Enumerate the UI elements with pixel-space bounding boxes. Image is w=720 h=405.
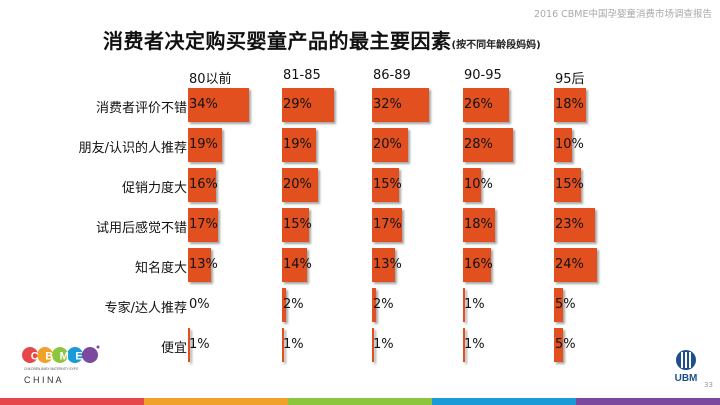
bar	[372, 168, 399, 202]
bar-value-label: 1%	[373, 337, 394, 352]
bar	[188, 168, 217, 202]
band-segment	[576, 398, 720, 405]
bar	[463, 168, 481, 202]
bar-value-label: 10%	[555, 137, 584, 152]
bar-value-label: 20%	[373, 137, 402, 152]
bar-value-label: 26%	[464, 97, 493, 112]
bar-value-label: 18%	[555, 97, 584, 112]
ubm-logo: UBM	[675, 350, 698, 384]
bar-value-label: 1%	[189, 337, 210, 352]
bar-value-label: 19%	[283, 137, 312, 152]
bar	[372, 288, 376, 322]
column-header: 95后	[555, 72, 585, 87]
bar-value-label: 10%	[464, 177, 493, 192]
bar	[372, 88, 429, 122]
bar	[372, 328, 374, 362]
band-segment	[432, 398, 576, 405]
bar	[372, 128, 408, 162]
bar-value-label: 19%	[189, 137, 218, 152]
bar	[282, 288, 286, 322]
row-label: 知名度大	[134, 261, 187, 276]
bar	[282, 88, 334, 122]
column-header: 80以前	[189, 72, 232, 87]
bar	[463, 208, 496, 242]
bar-value-label: 29%	[283, 97, 312, 112]
title-block: 消费者决定购买婴童产品的最主要因素(按不同年龄段妈妈)	[103, 25, 541, 54]
bar	[554, 288, 563, 322]
bar	[372, 248, 396, 282]
bar	[463, 248, 492, 282]
bar	[282, 168, 318, 202]
bar-value-label: 2%	[373, 297, 394, 312]
bar-value-label: 32%	[373, 97, 402, 112]
row-label: 朋友/认识的人推荐	[78, 141, 187, 156]
bar-value-label: 17%	[373, 217, 402, 232]
bar-value-label: 28%	[464, 137, 493, 152]
band-segment	[144, 398, 288, 405]
page-number: 33	[704, 381, 713, 389]
bar	[188, 328, 190, 362]
bar-value-label: 17%	[189, 217, 218, 232]
bar	[282, 208, 309, 242]
bar	[554, 128, 572, 162]
column-header: 90-95	[464, 68, 502, 83]
cbme-logo: CBME CHILDREN BABY MATERNITY EXPO C H I …	[22, 345, 100, 385]
bar-value-label: 1%	[464, 297, 485, 312]
bar-value-label: 2%	[283, 297, 304, 312]
bar-value-label: 20%	[283, 177, 312, 192]
column-header: 81-85	[283, 68, 321, 83]
bar	[282, 128, 316, 162]
row-label: 专家/达人推荐	[104, 301, 187, 316]
bar-value-label: 1%	[464, 337, 485, 352]
bar-value-label: 23%	[555, 217, 584, 232]
bottom-color-band	[0, 398, 720, 405]
bar	[463, 88, 510, 122]
bar-value-label: 15%	[373, 177, 402, 192]
bar-value-label: 13%	[373, 257, 402, 272]
bar	[188, 248, 212, 282]
chart-subtitle: (按不同年龄段妈妈)	[451, 40, 541, 51]
bar-value-label: 5%	[555, 337, 576, 352]
row-label: 试用后感觉不错	[95, 221, 187, 236]
bar-value-label: 1%	[283, 337, 304, 352]
row-label: 便宜	[160, 341, 187, 356]
bar	[463, 328, 465, 362]
bar-value-label: 0%	[189, 297, 210, 312]
bar	[282, 248, 307, 282]
ubm-wordmark: UBM	[675, 373, 698, 384]
bar	[554, 88, 587, 122]
bar-value-label: 34%	[189, 97, 218, 112]
bar	[463, 128, 513, 162]
bar-value-label: 15%	[555, 177, 584, 192]
bar-value-label: 18%	[464, 217, 493, 232]
bar	[554, 328, 563, 362]
bar	[554, 208, 595, 242]
bar-value-label: 24%	[555, 257, 584, 272]
bar	[188, 88, 249, 122]
bar-value-label: 14%	[283, 257, 312, 272]
report-caption: 2016 CBME中国孕婴童消费市场调查报告	[533, 9, 712, 20]
bar	[188, 128, 222, 162]
bar	[372, 208, 403, 242]
column-header: 86-89	[373, 68, 411, 83]
bar-value-label: 16%	[464, 257, 493, 272]
bar-value-label: 15%	[283, 217, 312, 232]
bar	[282, 328, 284, 362]
row-label: 消费者评价不错	[95, 101, 187, 116]
bar-value-label: 5%	[555, 297, 576, 312]
cbme-china: C H I N A	[24, 375, 62, 385]
bar-value-label: 16%	[189, 177, 218, 192]
row-label: 促销力度大	[121, 181, 187, 196]
band-segment	[0, 398, 144, 405]
bar	[554, 248, 597, 282]
cbme-wordmark: CBME	[31, 351, 89, 363]
bar	[554, 168, 581, 202]
bar-value-label: 13%	[189, 257, 218, 272]
band-segment	[288, 398, 432, 405]
cbme-tagline: CHILDREN BABY MATERNITY EXPO	[24, 367, 79, 371]
chart-title: 消费者决定购买婴童产品的最主要因素	[103, 29, 452, 53]
bar	[188, 208, 219, 242]
bar	[463, 288, 465, 322]
